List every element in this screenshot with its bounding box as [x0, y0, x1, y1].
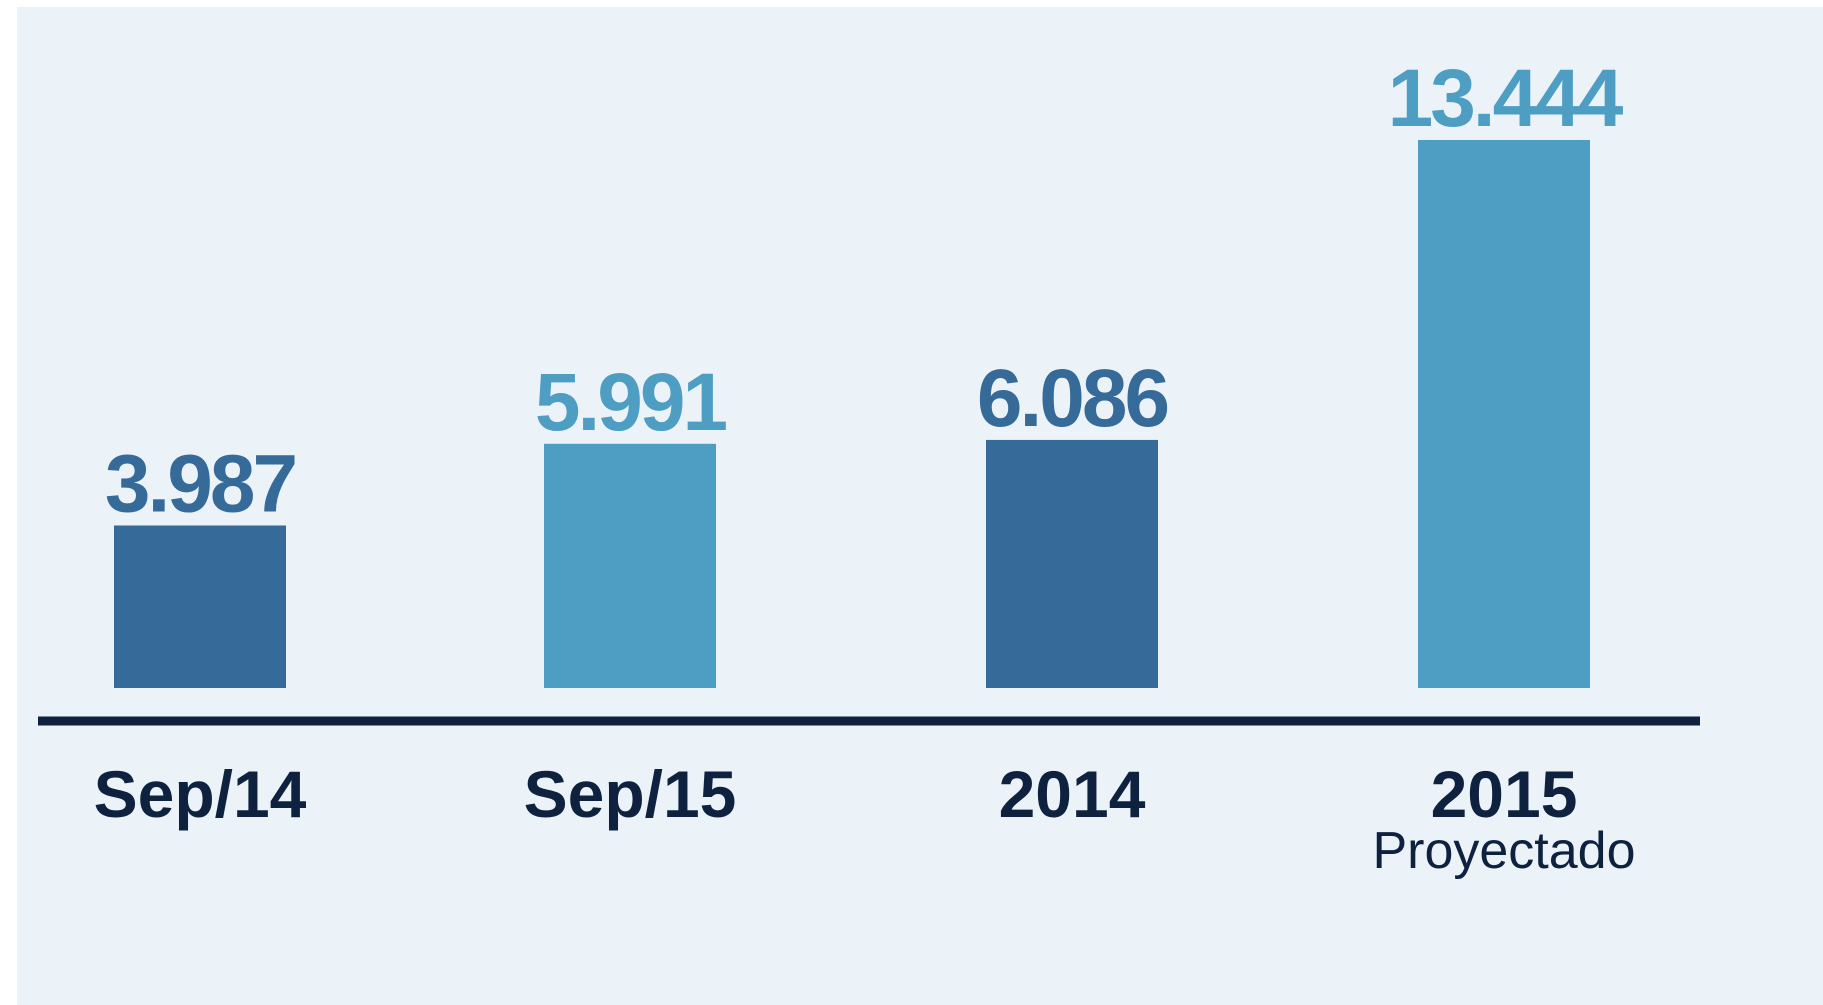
value-label: 5.991 [535, 357, 727, 448]
value-label: 13.444 [1388, 53, 1624, 144]
x-tick-label: Sep/14 [94, 757, 307, 831]
bar [1418, 140, 1590, 688]
bar [544, 443, 716, 688]
x-tick-label: 2015 [1431, 757, 1578, 831]
annotation: Proyectado [1372, 822, 1635, 880]
value-label: 3.987 [105, 438, 295, 529]
x-tick-label: 2014 [999, 757, 1146, 831]
x-tick-label: Sep/15 [524, 757, 737, 831]
bar [114, 525, 286, 688]
bar [986, 439, 1158, 688]
value-label: 6.086 [977, 353, 1168, 444]
